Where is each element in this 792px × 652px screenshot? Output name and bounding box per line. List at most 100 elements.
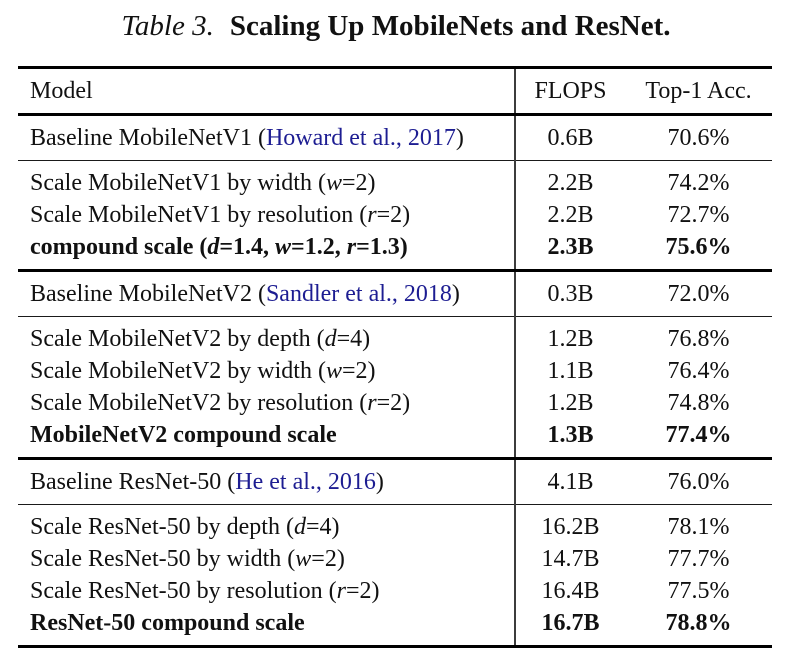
top1-acc-cell: 70.6% [667, 125, 730, 151]
flops-cell: 14.7B [514, 543, 625, 575]
model-cell: Scale MobileNetV2 by resolution (r=2) [18, 387, 515, 419]
model-label-text: =2) [376, 390, 411, 416]
citation-link[interactable]: He et al., 2016 [235, 469, 376, 495]
table-row: compound scale (d=1.4, w=1.2, r=1.3) 2.3B… [18, 231, 772, 271]
top1-acc-cell: 77.4% [665, 422, 732, 448]
model-label-text: =1.2, [291, 234, 347, 260]
table-row: Baseline MobileNetV2 (Sandler et al., 20… [18, 270, 772, 317]
model-label-text: Baseline MobileNetV2 ( [30, 281, 266, 307]
flops-cell: 1.2B [514, 316, 625, 355]
model-cell: compound scale (d=1.4, w=1.2, r=1.3) [18, 231, 515, 271]
model-label-text: ) [455, 125, 464, 151]
flops-cell: 16.7B [514, 607, 625, 647]
top1-acc-cell: 78.1% [667, 514, 730, 540]
table-row: Scale ResNet-50 by resolution (r=2) 16.4B… [18, 575, 772, 607]
math-variable: w [295, 546, 312, 572]
citation-link[interactable]: Sandler et al., 2018 [265, 281, 452, 307]
model-label-text: Baseline MobileNetV1 ( [30, 125, 266, 151]
top1-acc-cell: 76.8% [667, 326, 730, 352]
model-label-text: =2) [341, 358, 376, 384]
model-label-text: Scale MobileNetV2 by resolution ( [30, 390, 368, 416]
table-section-baseline: Baseline MobileNetV1 (Howard et al., 201… [18, 114, 772, 161]
model-label-text: =4) [336, 326, 371, 352]
model-label-text: =1.3) [356, 234, 408, 260]
results-table: Model FLOPS Top-1 Acc. Baseline MobileNe… [18, 66, 772, 648]
column-header-model: Model [30, 77, 93, 104]
math-variable: w [325, 170, 342, 196]
math-variable: r [346, 234, 357, 260]
top1-acc-cell: 76.0% [667, 469, 730, 495]
flops-cell: 0.6B [514, 114, 625, 161]
citation-link[interactable]: Howard et al., 2017 [265, 125, 456, 151]
model-label-text: =2) [341, 170, 376, 196]
math-variable: d [207, 234, 220, 260]
flops-cell: 4.1B [514, 458, 625, 505]
table-row: Scale MobileNetV1 by resolution (r=2) 2.2… [18, 199, 772, 231]
model-label-text: Scale MobileNetV1 by resolution ( [30, 202, 368, 228]
table-row: Scale MobileNetV2 by resolution (r=2) 1.2… [18, 387, 772, 419]
table-row: Scale ResNet-50 by depth (d=4) 16.2B 78.1% [18, 504, 772, 544]
table-caption: Table 3. Scaling Up MobileNets and ResNet… [0, 8, 792, 44]
column-header-top1-acc: Top-1 Acc. [645, 77, 752, 104]
math-variable: r [336, 578, 346, 604]
top1-acc-cell: 75.6% [665, 234, 732, 260]
model-label-text: Scale ResNet-50 by depth ( [30, 514, 294, 540]
model-cell: Scale MobileNetV2 by depth (d=4) [18, 317, 515, 356]
model-cell: Scale ResNet-50 by width (w=2) [18, 543, 515, 575]
model-label-text: ResNet-50 compound scale [30, 610, 305, 636]
top1-acc-cell: 77.7% [667, 546, 730, 572]
table-header-row: Model FLOPS Top-1 Acc. [18, 67, 772, 115]
model-cell: Scale MobileNetV1 by width (w=2) [18, 161, 515, 200]
flops-cell: 1.3B [514, 419, 625, 459]
table-row: Scale MobileNetV2 by depth (d=4) 1.2B 76.8… [18, 316, 772, 356]
model-cell: Baseline MobileNetV2 (Sandler et al., 20… [18, 271, 515, 317]
table-section-scales: Scale MobileNetV2 by depth (d=4) 1.2B 76.8… [18, 316, 772, 459]
math-variable: d [293, 514, 306, 540]
flops-cell: 1.2B [514, 387, 625, 419]
table-section-baseline: Baseline ResNet-50 (He et al., 2016) 4.1B… [18, 458, 772, 505]
model-label-text: MobileNetV2 compound scale [30, 422, 337, 448]
math-variable: r [367, 202, 377, 228]
column-header-flops: FLOPS [514, 67, 625, 115]
model-cell: MobileNetV2 compound scale [18, 419, 515, 459]
model-label-text: ) [451, 281, 460, 307]
top1-acc-cell: 77.5% [667, 578, 730, 604]
model-label-text: Scale MobileNetV2 by depth ( [30, 326, 325, 352]
math-variable: w [325, 358, 342, 384]
model-cell: Scale MobileNetV2 by width (w=2) [18, 355, 515, 387]
model-label-text: ) [375, 469, 384, 495]
math-variable: d [324, 326, 337, 352]
flops-cell: 16.2B [514, 504, 625, 543]
model-cell: Scale MobileNetV1 by resolution (r=2) [18, 199, 515, 231]
model-label-text: =1.4, [219, 234, 276, 260]
model-cell: ResNet-50 compound scale [18, 607, 515, 647]
model-label-text: =2) [311, 546, 345, 572]
model-label-text: compound scale ( [30, 234, 208, 260]
model-cell: Baseline ResNet-50 (He et al., 2016) [18, 459, 515, 505]
model-label-text: Baseline ResNet-50 ( [30, 469, 236, 495]
top1-acc-cell: 72.7% [667, 202, 730, 228]
model-label-text: Scale MobileNetV1 by width ( [30, 170, 326, 196]
table-section-baseline: Baseline MobileNetV2 (Sandler et al., 20… [18, 270, 772, 317]
table-row: Scale MobileNetV1 by width (w=2) 2.2B 74.2… [18, 160, 772, 200]
top1-acc-cell: 74.8% [667, 390, 730, 416]
table-row: Scale MobileNetV2 by width (w=2) 1.1B 76.4… [18, 355, 772, 387]
table-row: MobileNetV2 compound scale 1.3B 77.4% [18, 419, 772, 459]
table-caption-title: Scaling Up MobileNets and ResNet. [229, 10, 671, 42]
table-section-scales: Scale ResNet-50 by depth (d=4) 16.2B 78.1%… [18, 504, 772, 647]
math-variable: w [275, 234, 292, 260]
table-row: Baseline MobileNetV1 (Howard et al., 201… [18, 114, 772, 161]
math-variable: r [367, 390, 377, 416]
flops-cell: 1.1B [514, 355, 625, 387]
model-label-text: =4) [305, 514, 340, 540]
table-caption-number: Table 3. [121, 10, 214, 42]
model-cell: Baseline MobileNetV1 (Howard et al., 201… [18, 115, 515, 161]
flops-cell: 2.2B [514, 160, 625, 199]
model-cell: Scale ResNet-50 by resolution (r=2) [18, 575, 515, 607]
model-cell: Scale ResNet-50 by depth (d=4) [18, 505, 515, 544]
flops-cell: 0.3B [514, 270, 625, 317]
top1-acc-cell: 74.2% [667, 170, 730, 196]
flops-cell: 16.4B [514, 575, 625, 607]
table-row: Scale ResNet-50 by width (w=2) 14.7B 77.7% [18, 543, 772, 575]
